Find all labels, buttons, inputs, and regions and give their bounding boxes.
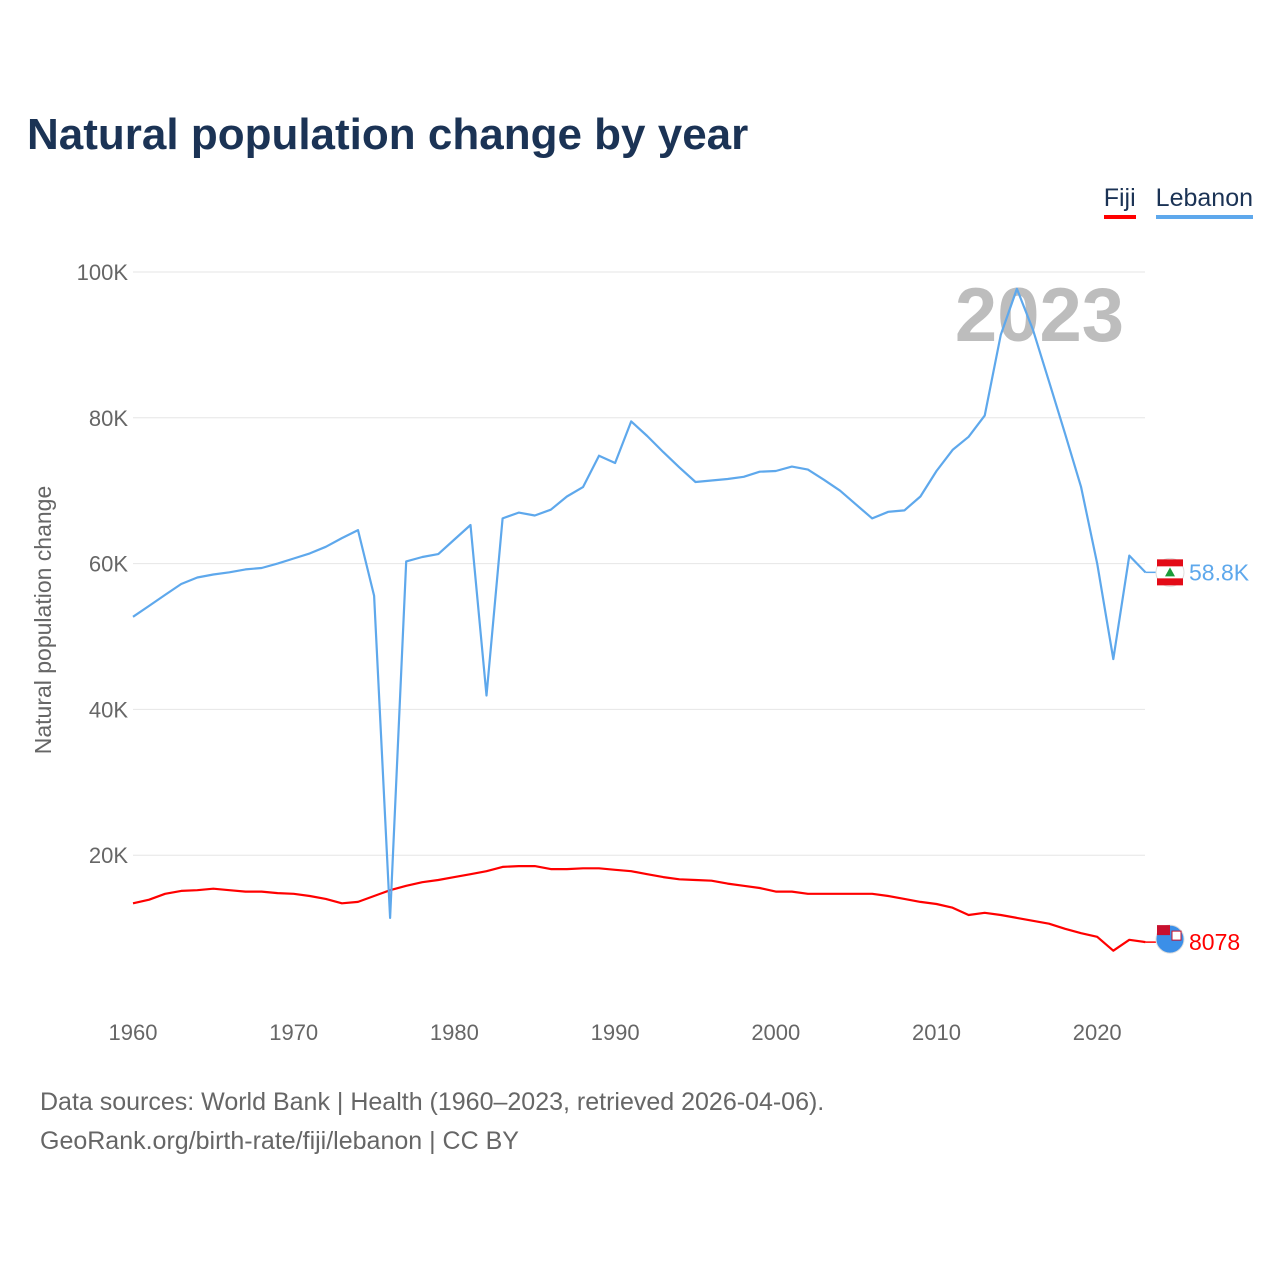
y-axis-label: Natural population change [30, 486, 56, 755]
y-tick-label: 80K [89, 406, 128, 431]
y-tick-label: 100K [77, 260, 129, 285]
end-label-lebanon: 58.8K [1189, 559, 1250, 585]
x-tick-label: 2000 [751, 1020, 800, 1045]
footer-sources: Data sources: World Bank | Health (1960–… [40, 1088, 825, 1116]
y-tick-label: 40K [89, 697, 128, 722]
y-tick-label: 20K [89, 843, 128, 868]
series-line-fiji [132, 864, 1146, 952]
flag-canton [1157, 925, 1170, 936]
legend-lebanon[interactable]: Lebanon [1155, 184, 1253, 219]
chart-title: Natural population change by year [27, 110, 749, 159]
flag-stripe [1157, 578, 1183, 586]
x-tick-label: 1960 [109, 1020, 158, 1045]
end-label-fiji: 8078 [1189, 929, 1240, 955]
flag-stripe [1157, 559, 1183, 567]
legend-fiji[interactable]: Fiji [1103, 184, 1136, 219]
x-tick-label: 2020 [1073, 1020, 1122, 1045]
x-tick-label: 2010 [912, 1020, 961, 1045]
legend: Fiji Lebanon [1103, 184, 1253, 219]
year-watermark: 2023 [955, 273, 1124, 358]
y-tick-label: 60K [89, 552, 128, 577]
series-line-lebanon [132, 287, 1147, 920]
flag-shield [1171, 930, 1182, 941]
x-tick-label: 1980 [430, 1020, 479, 1045]
footer-link[interactable]: GeoRank.org/birth-rate/fiji/lebanon | CC… [40, 1127, 519, 1155]
x-tick-label: 1990 [591, 1020, 640, 1045]
x-tick-label: 1970 [269, 1020, 318, 1045]
cedar-icon [1165, 567, 1175, 577]
